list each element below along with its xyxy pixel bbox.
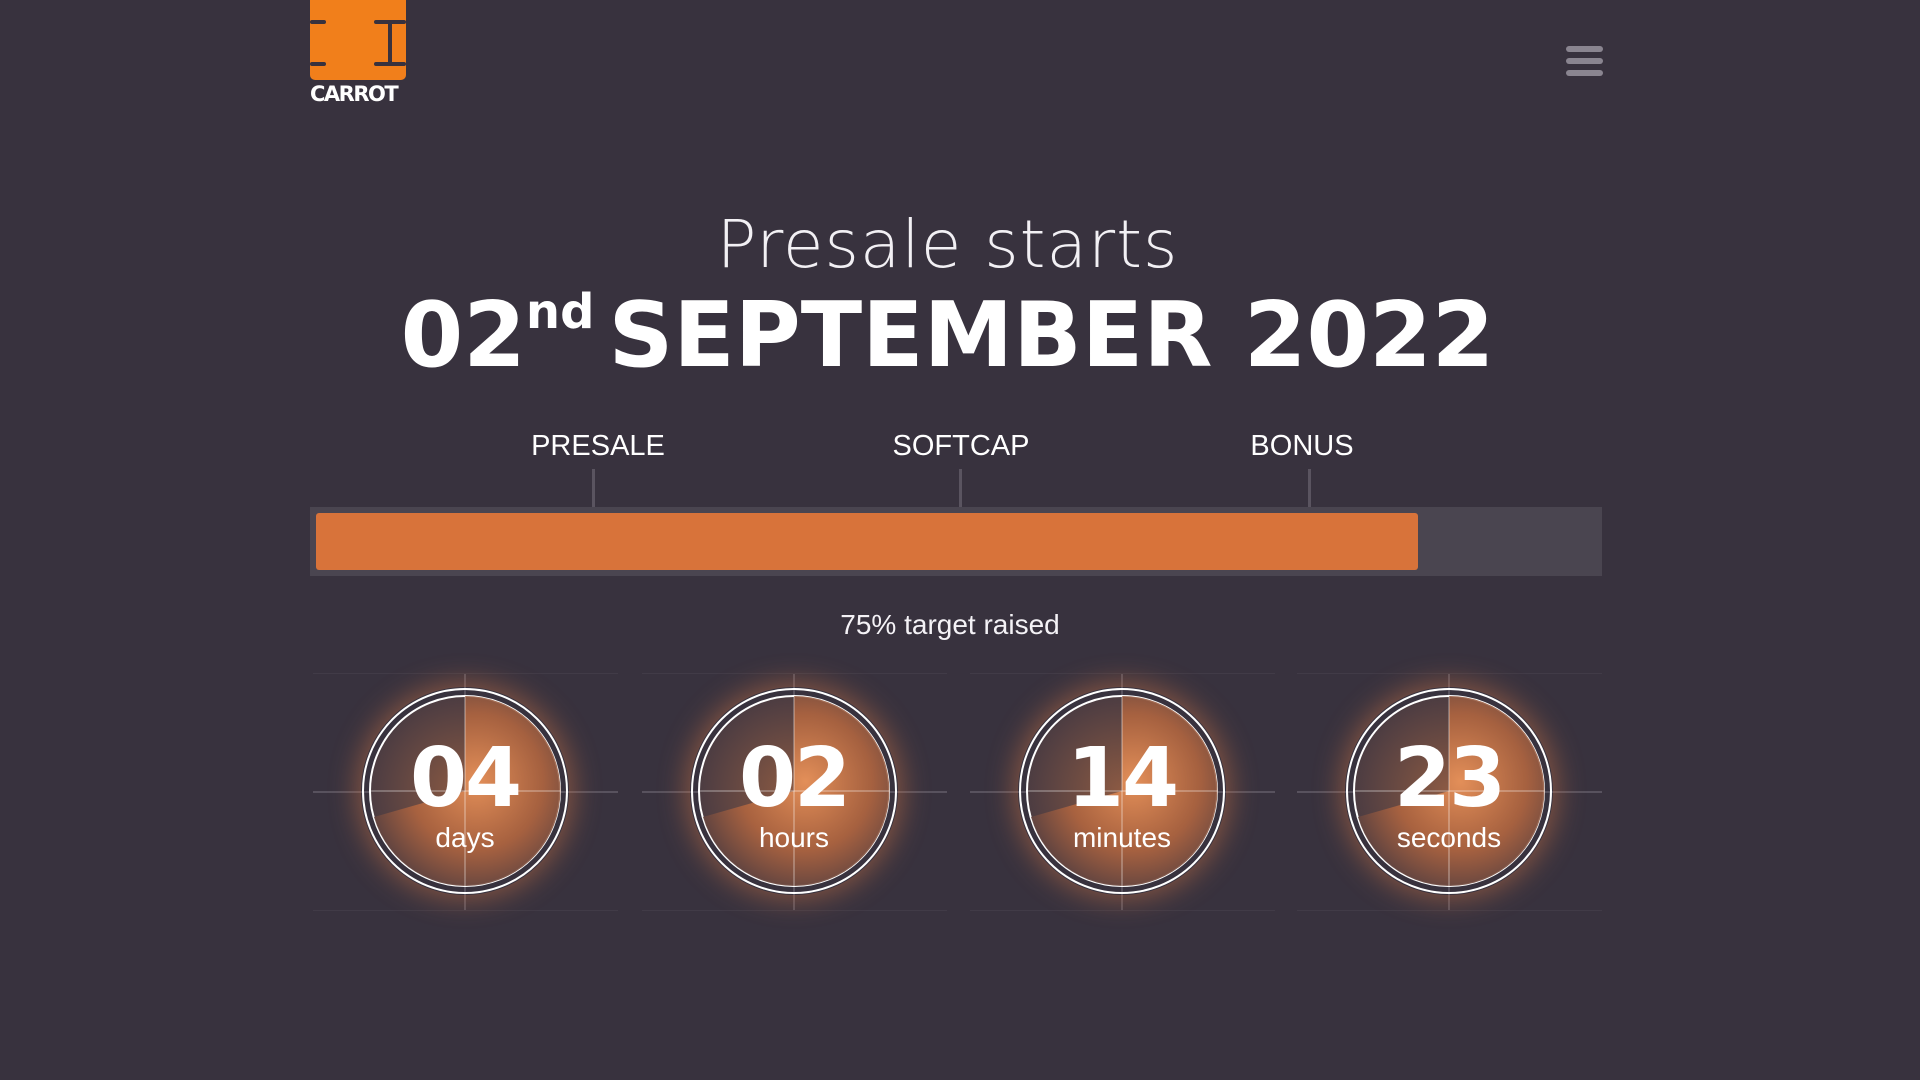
milestone-bonus-label: BONUS — [1250, 430, 1354, 462]
milestone-softcap-tick — [959, 469, 962, 507]
countdown-unit: hours — [758, 822, 830, 853]
countdown-unit: days — [435, 822, 495, 853]
milestone-bonus-tick — [1308, 469, 1311, 507]
milestone-softcap-label: SOFTCAP — [892, 430, 1030, 462]
countdown-dial: 04 days — [361, 687, 569, 895]
carrot-logo-mark-icon — [310, 0, 406, 80]
logo-text: CARROT — [310, 82, 399, 106]
countdown-value: 23 — [1393, 731, 1506, 826]
countdown-seconds: 23 seconds — [1297, 673, 1602, 911]
date-day: 02 — [400, 283, 526, 388]
presale-subtitle: Presale starts — [716, 206, 1179, 283]
date-month-year: SEPTEMBER 2022 — [608, 283, 1495, 388]
progress-caption: 75% target raised — [840, 609, 1060, 640]
hamburger-menu-icon[interactable] — [1564, 46, 1604, 80]
presale-date: 02nd SEPTEMBER 2022 — [0, 286, 1895, 386]
countdown-value: 14 — [1066, 731, 1179, 826]
progress-bar-track — [310, 507, 1602, 576]
date-day-suffix: nd — [525, 284, 595, 340]
countdown-dial: 14 minutes — [1018, 687, 1226, 895]
countdown-dial: 02 hours — [690, 687, 898, 895]
milestone-presale-label: PRESALE — [531, 430, 665, 462]
countdown-value: 02 — [738, 731, 851, 826]
countdown-unit: seconds — [1396, 822, 1502, 853]
carrot-logo[interactable]: CARROT — [310, 0, 408, 108]
countdown-unit: minutes — [1072, 822, 1172, 853]
countdown-minutes: 14 minutes — [970, 673, 1275, 911]
countdown-hours: 02 hours — [642, 673, 947, 911]
progress-bar-fill — [316, 513, 1418, 570]
countdown-dial: 23 seconds — [1345, 687, 1553, 895]
countdown-value: 04 — [409, 731, 522, 826]
countdown-days: 04 days — [313, 673, 618, 911]
milestone-presale-tick — [592, 469, 595, 507]
